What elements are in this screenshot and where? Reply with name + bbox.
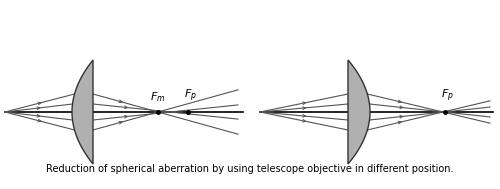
Text: $F_p$: $F_p$ — [440, 88, 454, 104]
Text: $F_p$: $F_p$ — [184, 88, 196, 104]
Polygon shape — [72, 60, 93, 164]
Polygon shape — [348, 60, 370, 164]
Text: Reduction of spherical aberration by using telescope objective in different posi: Reduction of spherical aberration by usi… — [46, 164, 454, 174]
Text: $F_m$: $F_m$ — [150, 90, 166, 104]
